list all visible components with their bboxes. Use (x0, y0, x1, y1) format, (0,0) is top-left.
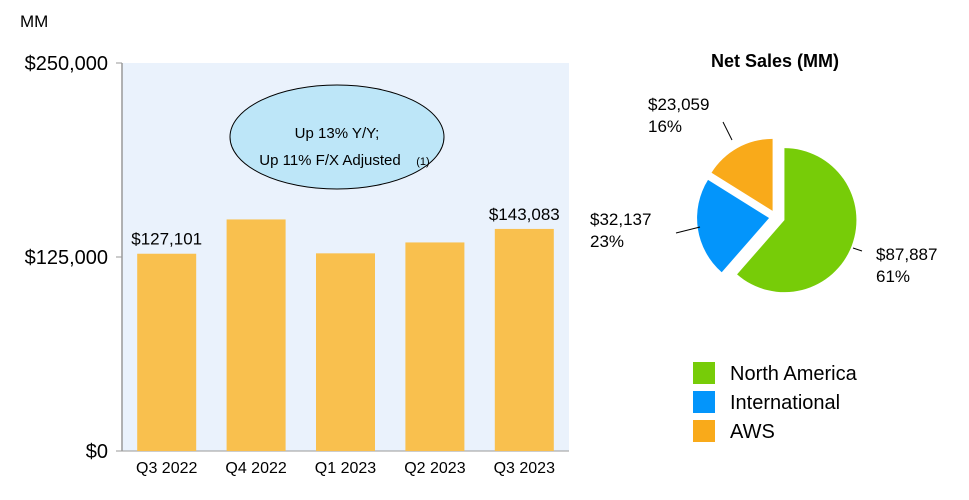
bar (316, 253, 375, 451)
bar (494, 228, 554, 451)
x-tick-label: Q2 2023 (404, 460, 465, 477)
slice-value-label: $87,887 (876, 245, 937, 264)
pie-slice (697, 179, 770, 273)
callout-line1: Up 13% Y/Y; (295, 125, 380, 142)
legend-label: International (730, 392, 840, 414)
x-tick-label: Q3 2022 (136, 460, 197, 477)
callout-line2: Up 11% F/X Adjusted (259, 152, 400, 169)
y-tick-label: $250,000 (25, 53, 108, 75)
legend-label: North America (730, 363, 858, 385)
pie-title: Net Sales (MM) (711, 51, 839, 71)
leader-line (852, 247, 863, 252)
y-unit-label: MM (20, 12, 48, 31)
slice-pct-label: 61% (876, 267, 910, 286)
legend-swatch (693, 420, 715, 442)
slice-pct-label: 16% (648, 117, 682, 136)
legend-swatch (693, 391, 715, 413)
y-tick-label: $125,000 (25, 247, 108, 269)
x-tick-label: Q1 2023 (315, 460, 376, 477)
slice-value-label: $32,137 (590, 210, 651, 229)
y-tick-label: $0 (86, 441, 108, 463)
slice-pct-label: 23% (590, 232, 624, 251)
bar (137, 253, 197, 451)
leader-line (675, 226, 701, 234)
callout-ellipse (229, 84, 445, 190)
callout-footnote: (1) (416, 156, 429, 168)
bar (226, 219, 286, 451)
slice-value-label: $23,059 (648, 95, 709, 114)
bar (405, 242, 465, 451)
legend-swatch (693, 362, 715, 384)
legend-label: AWS (730, 421, 775, 443)
x-tick-label: Q3 2023 (494, 460, 555, 477)
pie-slice (711, 138, 773, 211)
bar-value-label: $143,083 (489, 205, 560, 224)
pie-slice (737, 148, 857, 293)
leader-line (722, 121, 733, 141)
x-tick-label: Q4 2022 (225, 460, 286, 477)
bar-value-label: $127,101 (131, 230, 202, 249)
